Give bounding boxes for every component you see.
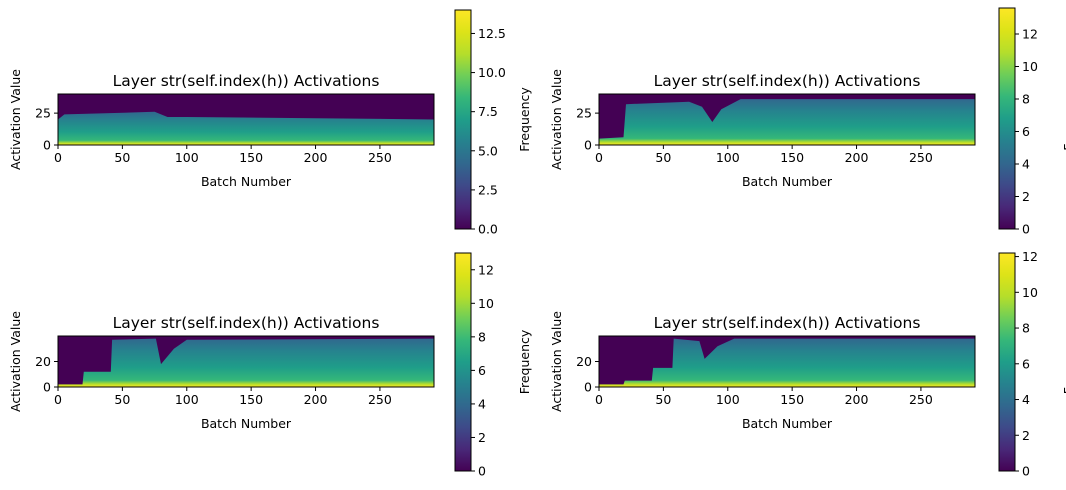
y-tick-label: 0 — [584, 138, 592, 153]
x-tick-label: 50 — [114, 150, 130, 165]
y-axis-label: Activation Value — [549, 311, 564, 412]
x-tick-label: 0 — [595, 392, 603, 407]
subplot-1: 0 50 100 150 200 250 0 25 Layer str(self.index(h… — [8, 9, 532, 237]
colorbar — [454, 252, 472, 472]
x-tick-label: 50 — [655, 150, 671, 165]
y-axis-label: Activation Value — [8, 69, 23, 170]
x-axis-label: Batch Number — [742, 174, 833, 189]
x-tick-label: 250 — [368, 392, 392, 407]
y-tick-label: 0 — [43, 138, 51, 153]
colorbar-tick-label: 0.0 — [478, 222, 498, 237]
x-tick-label: 200 — [845, 392, 869, 407]
colorbar-tick-label: 12 — [1022, 249, 1038, 264]
x-tick-label: 200 — [845, 150, 869, 165]
colorbar-tick-label: 2 — [1022, 428, 1030, 443]
y-tick-label: 20 — [35, 354, 51, 369]
chart-title: Layer str(self.index(h)) Activations — [113, 72, 380, 90]
colorbar-tick-label: 8 — [1022, 321, 1030, 336]
heatmap-activation-region — [599, 99, 975, 145]
colorbar-tick-label: 0 — [1022, 464, 1030, 479]
colorbar-tick-label: 4 — [1022, 157, 1030, 172]
x-tick-label: 0 — [54, 392, 62, 407]
colorbar-tick-label: 4 — [1022, 392, 1030, 407]
x-tick-label: 250 — [368, 150, 392, 165]
x-tick-label: 250 — [909, 392, 933, 407]
x-tick-label: 0 — [595, 150, 603, 165]
y-tick-label: 25 — [576, 106, 592, 121]
colorbar-tick-label: 5.0 — [478, 143, 498, 158]
colorbar-tick-label: 8 — [478, 329, 486, 344]
colorbar-tick-label: 6 — [1022, 124, 1030, 139]
colorbar — [998, 7, 1016, 230]
x-tick-label: 200 — [304, 392, 328, 407]
colorbar-tick-label: 12 — [1022, 27, 1038, 42]
heatmap-activation-region — [599, 338, 975, 387]
x-tick-label: 150 — [239, 392, 263, 407]
y-axis-label: Activation Value — [549, 69, 564, 170]
x-axis-label: Batch Number — [201, 174, 292, 189]
y-tick-label: 0 — [584, 380, 592, 395]
y-tick-label: 20 — [576, 354, 592, 369]
colorbar-tick-label: 8 — [1022, 92, 1030, 107]
x-tick-label: 100 — [716, 150, 740, 165]
axes-frame — [598, 93, 976, 146]
y-tick-label: 25 — [35, 106, 51, 121]
chart-title: Layer str(self.index(h)) Activations — [113, 314, 380, 332]
colorbar-label: Frequency — [1061, 86, 1066, 151]
x-tick-label: 150 — [239, 150, 263, 165]
x-tick-label: 0 — [54, 150, 62, 165]
x-tick-label: 100 — [175, 392, 199, 407]
colorbar-tick-label: 12 — [478, 262, 494, 277]
colorbar-tick-label: 6 — [478, 363, 486, 378]
x-tick-label: 150 — [780, 150, 804, 165]
colorbar — [998, 252, 1016, 472]
x-axis-label: Batch Number — [742, 416, 833, 431]
colorbar-tick-label: 10 — [478, 296, 494, 311]
colorbar-tick-label: 6 — [1022, 356, 1030, 371]
colorbar-label: Frequency — [1061, 329, 1066, 394]
heatmap-activation-region — [58, 338, 434, 387]
x-tick-label: 100 — [175, 150, 199, 165]
colorbar-tick-label: 10.0 — [478, 65, 506, 80]
x-axis-label: Batch Number — [201, 416, 292, 431]
chart-title: Layer str(self.index(h)) Activations — [654, 314, 921, 332]
x-tick-label: 50 — [655, 392, 671, 407]
colorbar-tick-label: 12.5 — [478, 26, 506, 41]
colorbar-tick-label: 7.5 — [478, 104, 498, 119]
x-tick-label: 200 — [304, 150, 328, 165]
colorbar-tick-label: 4 — [478, 396, 486, 411]
colorbar-tick-label: 2 — [1022, 189, 1030, 204]
colorbar-label: Frequency — [517, 329, 532, 394]
y-axis-label: Activation Value — [8, 311, 23, 412]
x-tick-label: 50 — [114, 392, 130, 407]
colorbar — [454, 9, 472, 230]
colorbar-tick-label: 0 — [478, 464, 486, 479]
colorbar-tick-label: 0 — [1022, 222, 1030, 237]
x-tick-label: 250 — [909, 150, 933, 165]
x-tick-label: 150 — [780, 392, 804, 407]
chart-title: Layer str(self.index(h)) Activations — [654, 72, 921, 90]
axes-frame — [57, 93, 435, 146]
y-tick-label: 0 — [43, 380, 51, 395]
colorbar-tick-label: 10 — [1022, 59, 1038, 74]
x-tick-label: 100 — [716, 392, 740, 407]
colorbar-tick-label: 2 — [478, 430, 486, 445]
colorbar-tick-label: 2.5 — [478, 182, 498, 197]
heatmap-activation-region — [58, 111, 434, 145]
colorbar-label: Frequency — [517, 87, 532, 152]
colorbar-tick-label: 10 — [1022, 285, 1038, 300]
